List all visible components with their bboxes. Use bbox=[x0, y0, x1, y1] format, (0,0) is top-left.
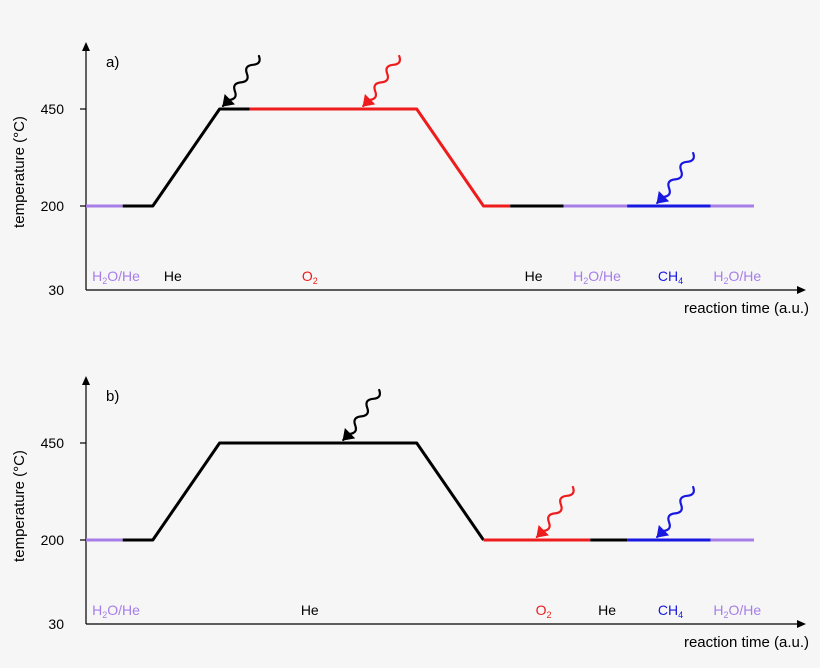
y-tick-label-200: 200 bbox=[41, 198, 65, 214]
gas-label-o2: O2 bbox=[302, 268, 318, 286]
gas-label-ch4: CH4 bbox=[658, 602, 683, 620]
light-pulse-arrowhead-2 bbox=[656, 190, 670, 204]
light-pulse-arrow-2 bbox=[656, 151, 695, 205]
y-axis-arrowhead bbox=[82, 42, 90, 51]
light-pulse-arrowhead-1 bbox=[536, 524, 549, 538]
y-axis-arrowhead bbox=[82, 376, 90, 385]
light-pulse-arrow-0 bbox=[221, 54, 261, 108]
gas-label-h2o-he: H2O/He bbox=[92, 268, 140, 286]
panels-container: 30 200 450 temperature (°C) reaction time (a… bbox=[11, 42, 809, 651]
gas-label-he: He bbox=[598, 602, 616, 618]
x-axis-title: reaction time (a.u.) bbox=[684, 300, 809, 317]
light-pulse-arrowhead-1 bbox=[362, 93, 376, 107]
y-axis-title: temperature (°C) bbox=[11, 450, 28, 562]
gas-label-he: He bbox=[525, 268, 543, 284]
gas-label-he: He bbox=[301, 602, 319, 618]
gas-label-o2: O2 bbox=[536, 602, 552, 620]
gas-label-h2o-he: H2O/He bbox=[573, 268, 621, 286]
panel-label: b) bbox=[106, 388, 119, 405]
x-axis-arrowhead bbox=[797, 620, 806, 628]
chart-panel-b: 30 200 450 temperature (°C) reaction time (a… bbox=[11, 376, 809, 651]
chart-panel-a: 30 200 450 temperature (°C) reaction time (a… bbox=[11, 42, 809, 317]
x-axis-arrowhead bbox=[797, 286, 806, 294]
x-axis-title: reaction time (a.u.) bbox=[684, 634, 809, 651]
light-pulse-arrow-2 bbox=[656, 485, 695, 539]
y-tick-label-30: 30 bbox=[48, 616, 64, 632]
light-pulse-arrowhead-2 bbox=[656, 524, 670, 538]
gas-label-ch4: CH4 bbox=[658, 268, 683, 286]
light-pulse-arrow-1 bbox=[362, 54, 402, 108]
temperature-segment-o2 bbox=[249, 107, 511, 208]
gas-label-h2o-he: H2O/He bbox=[713, 268, 761, 286]
light-pulse-arrowhead-0 bbox=[222, 93, 235, 107]
light-pulse-arrowhead-0 bbox=[342, 427, 356, 441]
temperature-segment-he bbox=[122, 107, 250, 208]
y-tick-label-200: 200 bbox=[41, 532, 65, 548]
gas-label-he: He bbox=[164, 268, 182, 284]
y-axis-title: temperature (°C) bbox=[11, 116, 28, 228]
light-pulse-arrow-0 bbox=[342, 388, 382, 442]
y-tick-label-450: 450 bbox=[41, 101, 65, 117]
gas-label-h2o-he: H2O/He bbox=[92, 602, 140, 620]
gas-label-h2o-he: H2O/He bbox=[713, 602, 761, 620]
y-tick-label-30: 30 bbox=[48, 282, 64, 298]
temperature-segment-he bbox=[122, 441, 485, 542]
light-pulse-arrow-1 bbox=[535, 485, 575, 539]
y-tick-label-450: 450 bbox=[41, 435, 65, 451]
panel-label: a) bbox=[106, 54, 119, 71]
